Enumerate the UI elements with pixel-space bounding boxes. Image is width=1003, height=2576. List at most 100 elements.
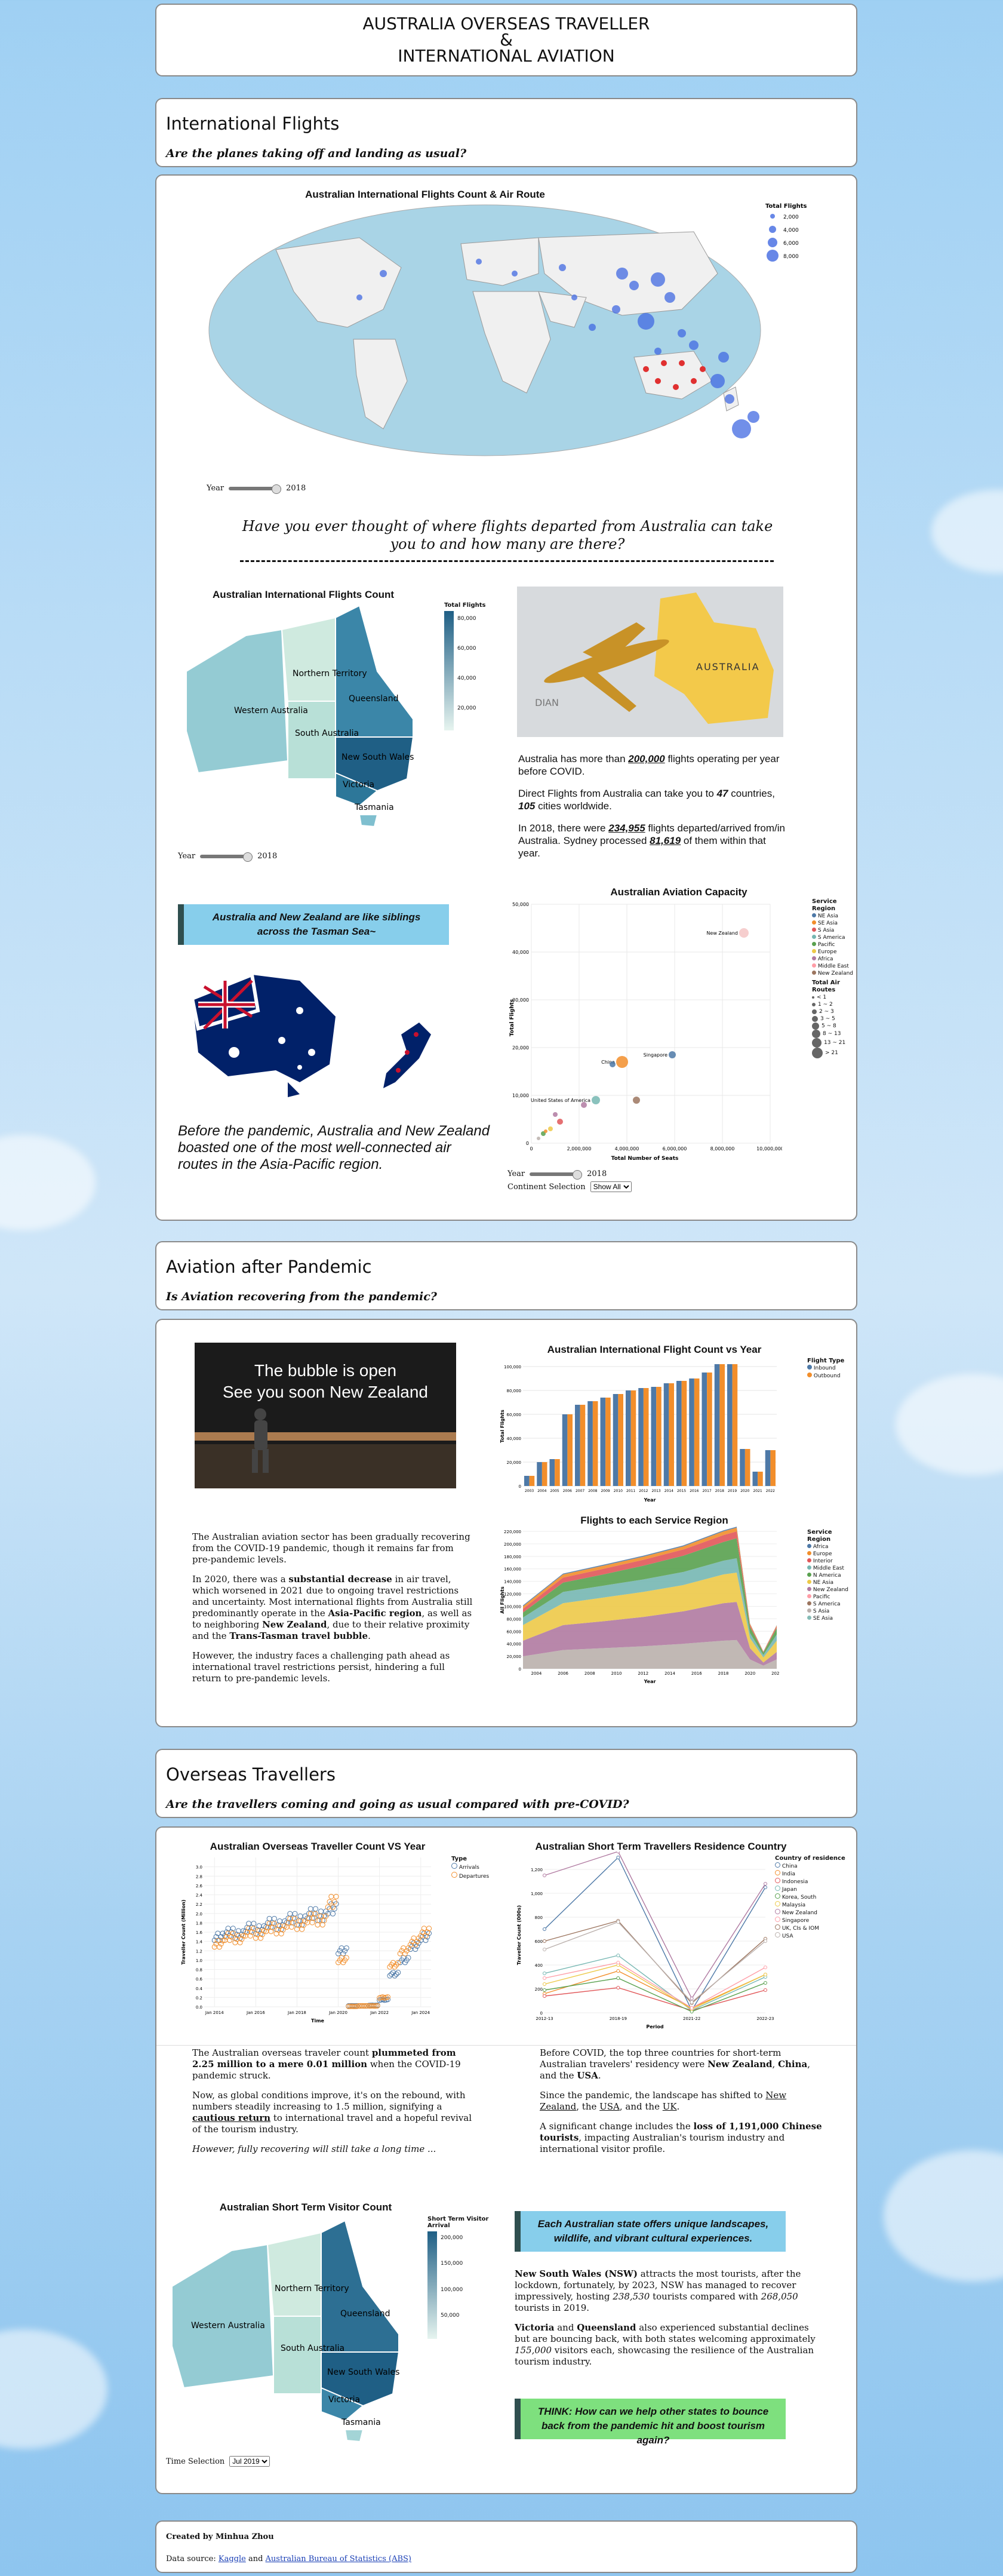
pandemic-p2: In 2020, there was a substantial decreas… [192, 1574, 473, 1641]
scatter-ytick: 1.6 [196, 1930, 203, 1935]
scatter-point-departures [261, 1928, 267, 1934]
scatter-point-departures [362, 2003, 368, 2009]
bar-outbound [694, 1378, 700, 1486]
scatter-point-departures [343, 1955, 349, 1961]
residence-point [764, 1882, 767, 1886]
residence-legend-item: Korea, South [775, 1893, 845, 1901]
scatter-point-departures [424, 1929, 430, 1935]
bar-inbound [651, 1387, 657, 1486]
world-year-track[interactable] [229, 484, 282, 494]
state-year-slider[interactable]: Year 2018 [178, 852, 278, 862]
scatter-point-departures [227, 1938, 233, 1943]
scatter-xtick: Jan 2016 [246, 2010, 265, 2015]
capacity-grid: 0 2,000,000 4,000,000 6,000,000 8,000,000 10,… [512, 902, 782, 1152]
world-year-slider[interactable]: Year 2018 [207, 484, 306, 494]
world-map[interactable] [204, 202, 765, 459]
capacity-route-item: < 1 [812, 994, 854, 1001]
bar-xtick: 2006 [563, 1489, 572, 1493]
residence-ytick: 0 [540, 2011, 543, 2016]
scatter-point-departures [413, 1942, 419, 1948]
flights-question: Have you ever thought of where flights d… [242, 518, 773, 552]
residence-point [543, 1994, 546, 1998]
scatter-point-departures [373, 2003, 379, 2009]
scatter-point-departures [280, 1927, 286, 1933]
capacity-bubble [616, 1056, 628, 1068]
world-legend-bubble [768, 238, 777, 247]
residence-line-korea-south [544, 1978, 766, 2012]
au-nz-flag-map [190, 972, 431, 1097]
kaggle-link[interactable]: Kaggle [218, 2554, 246, 2563]
residence-ytick: 1,000 [531, 1892, 543, 1896]
bar-ytick: 0 [519, 1484, 521, 1489]
bar-xtick: 2020 [740, 1489, 749, 1493]
traveller-left-text: The Australian overseas traveler count p… [192, 2047, 472, 2154]
bar-inbound [549, 1459, 555, 1486]
scatter-ytick: 0.2 [196, 1995, 202, 2000]
scatter-point-arrivals [251, 1921, 257, 1927]
abs-link[interactable]: Australian Bureau of Statistics (ABS) [265, 2554, 411, 2563]
au-airport-point [655, 378, 661, 384]
service-region-area-chart[interactable]: 0 20,000 40,000 60,000 80,000 100,000 120,000 1… [499, 1525, 780, 1687]
residence-line-malaysia [544, 1964, 766, 2010]
scatter-point-arrivals [256, 1923, 262, 1929]
residence-line-chart[interactable]: 0 200 400 600 800 1,000 1,200 2012-13 2018-19 202… [515, 1852, 777, 2031]
residence-point [616, 1961, 620, 1964]
scatter-point-arrivals [330, 1911, 336, 1917]
bar-xtick: 2010 [614, 1489, 623, 1493]
visitor-state-map[interactable]: Western Australia Northern Territory Que… [166, 2215, 429, 2442]
scatter-point-departures [371, 2003, 377, 2009]
world-flight-points [356, 259, 759, 438]
traveller-scatter-chart[interactable]: 0.0 0.2 0.4 0.6 0.8 1.0 1.2 1.4 1.6 1.8 2.0 2.2 2.4 2… [180, 1852, 437, 2025]
continent-select[interactable]: Show All [590, 1181, 632, 1192]
world-legend-label: 6,000 [783, 241, 799, 247]
bar-inbound [676, 1381, 682, 1486]
world-flight-point [718, 352, 729, 363]
state-map[interactable]: Western Australia Northern Territory Que… [180, 600, 443, 827]
residence-point [690, 2000, 694, 2004]
scatter-ytick: 0.6 [196, 1977, 203, 1982]
capacity-chart[interactable]: 0 2,000,000 4,000,000 6,000,000 8,000,000 10,… [507, 898, 782, 1161]
bar-inbound [702, 1373, 707, 1486]
scatter-point-departures [352, 2003, 358, 2009]
residence-legend-item: India [775, 1870, 845, 1878]
bar-outbound [744, 1449, 750, 1486]
area-ytick: 0 [519, 1667, 521, 1672]
residence-point [764, 1966, 767, 1969]
area-legend-item: NE Asia [807, 1579, 856, 1586]
residence-ytick: 800 [535, 1915, 543, 1920]
area-xtick: 2012 [638, 1671, 648, 1676]
bar-outbound [529, 1476, 535, 1486]
flight-count-bar-chart[interactable]: 0 20,000 40,000 60,000 80,000 100,000 2003 2004… [499, 1355, 780, 1504]
capacity-year-slider[interactable]: Year 2018 [507, 1169, 607, 1180]
bar-xtick: 2007 [576, 1489, 584, 1493]
scatter-point-departures [323, 1913, 329, 1919]
area-legend-item: N America [807, 1572, 856, 1579]
bar-inbound [752, 1472, 758, 1486]
scatter-point-departures [271, 1921, 277, 1927]
world-flight-point [589, 324, 596, 331]
scatter-point-arrivals [343, 1945, 349, 1951]
state-label-wa: Western Australia [234, 706, 308, 716]
scatter-ytick: 1.2 [196, 1949, 202, 1954]
scatter-point-departures [249, 1929, 255, 1935]
capacity-region-item: SE Asia [812, 920, 854, 927]
time-select[interactable]: Jul 2019 [229, 2456, 270, 2467]
world-flight-point [616, 268, 628, 280]
scatter-point-departures [278, 1931, 284, 1937]
residence-line-usa [544, 1921, 766, 2003]
world-year-knob[interactable] [272, 484, 282, 494]
bar-inbound [765, 1450, 771, 1486]
area-legend-item: New Zealand [807, 1586, 856, 1594]
scatter-point-arrivals [342, 1948, 348, 1954]
capacity-bubble [548, 1126, 553, 1131]
bar-inbound [727, 1364, 733, 1486]
world-flight-point [664, 292, 675, 303]
capacity-bubble [610, 1061, 616, 1067]
capacity-xtick: 10,000,000 [756, 1146, 782, 1152]
residence-point [543, 1982, 546, 1986]
svg-text:AUSTRALIA: AUSTRALIA [696, 661, 760, 673]
scatter-point-arrivals [405, 1955, 411, 1961]
capacity-region-item: S Asia [812, 927, 854, 934]
bar-xtick: 2022 [766, 1489, 775, 1493]
state-label-tas: Tasmania [354, 803, 394, 812]
